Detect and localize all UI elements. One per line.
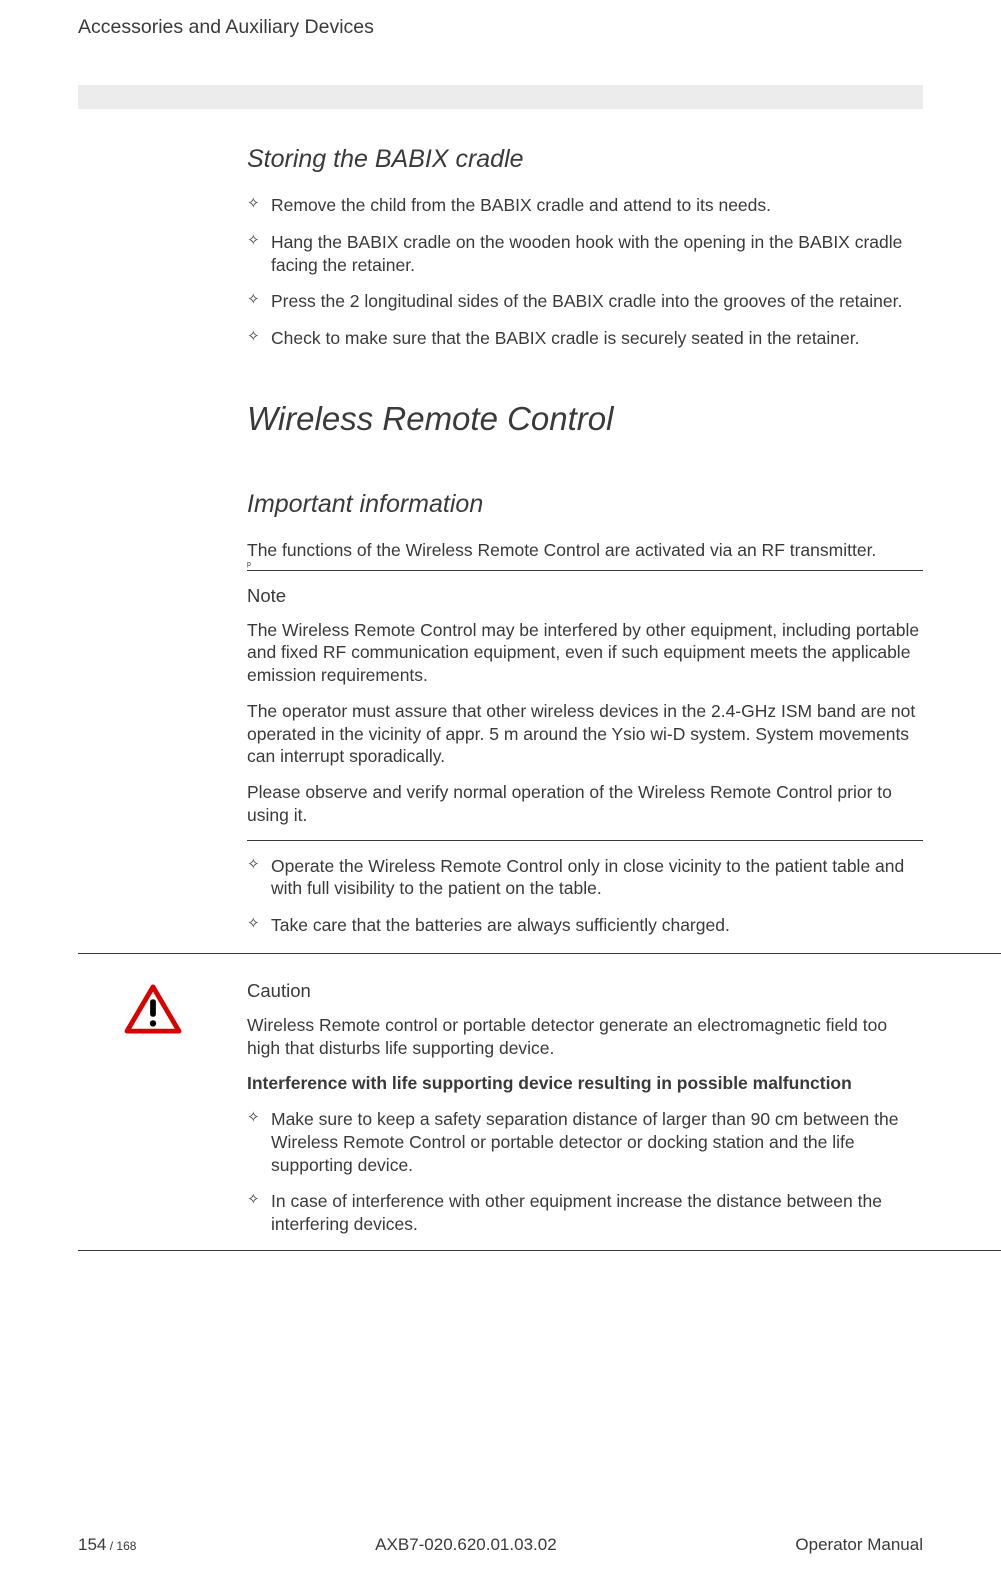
list-item: Make sure to keep a safety separation di… [247,1108,923,1176]
storing-list: Remove the child from the BABIX cradle a… [247,194,923,350]
important-title: Important information [247,490,923,519]
section-bar [78,85,923,109]
footer: 154 / 168 AXB7-020.620.01.03.02 Operator… [78,1535,923,1555]
full-rule [78,1250,1001,1251]
page-current: 154 [78,1535,106,1554]
wireless-title: Wireless Remote Control [247,400,923,438]
caution-list: Make sure to keep a safety separation di… [247,1108,923,1236]
list-item: In case of interference with other equip… [247,1190,923,1236]
caution-block: Caution Wireless Remote control or porta… [247,980,923,1236]
note-list: Operate the Wireless Remote Control only… [247,855,923,937]
doc-type: Operator Manual [795,1535,923,1555]
note-marker: p [247,561,923,568]
list-item: Take care that the batteries are always … [247,914,923,937]
caution-icon [124,984,182,1034]
list-item: Hang the BABIX cradle on the wooden hook… [247,231,923,277]
page-total: 168 [116,1539,136,1553]
doc-id: AXB7-020.620.01.03.02 [375,1535,556,1555]
list-item: Check to make sure that the BABIX cradle… [247,327,923,350]
full-rule [78,953,1001,954]
note-p2: The operator must assure that other wire… [247,700,923,768]
list-item: Press the 2 longitudinal sides of the BA… [247,290,923,313]
list-item: Remove the child from the BABIX cradle a… [247,194,923,217]
rule [247,840,923,841]
list-item: Operate the Wireless Remote Control only… [247,855,923,901]
caution-bold: Interference with life supporting device… [247,1072,923,1095]
page-number: 154 / 168 [78,1535,136,1555]
note-p1: The Wireless Remote Control may be inter… [247,619,923,687]
caution-heading: Caution [247,980,923,1002]
page-sep: / [106,1539,116,1553]
storing-title: Storing the BABIX cradle [247,145,923,174]
note-p3: Please observe and verify normal operati… [247,781,923,827]
rule [247,570,923,571]
running-header: Accessories and Auxiliary Devices [78,16,923,39]
note-heading: Note [247,585,923,607]
caution-p1: Wireless Remote control or portable dete… [247,1014,923,1060]
important-intro: The functions of the Wireless Remote Con… [247,539,923,562]
